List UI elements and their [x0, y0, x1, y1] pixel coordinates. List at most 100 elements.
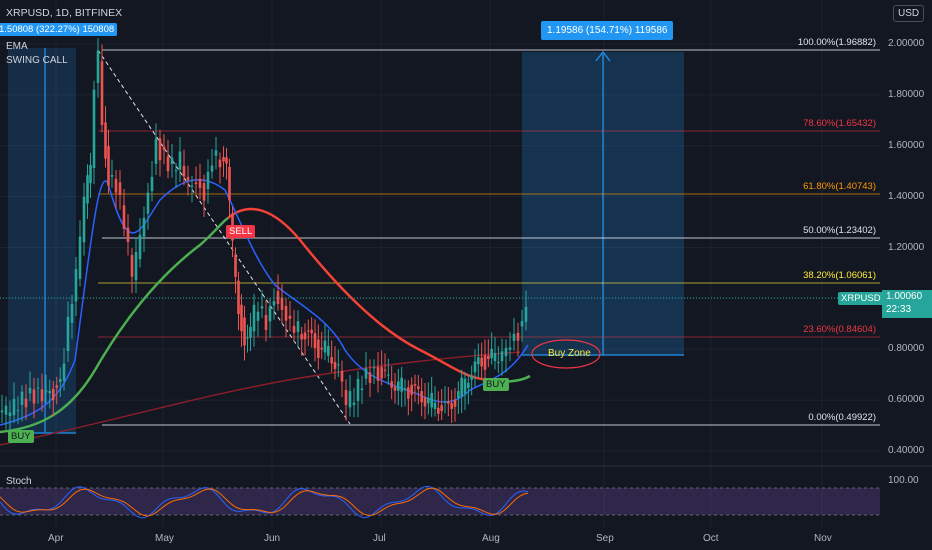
candle-body [162, 146, 166, 150]
candle-body [383, 369, 387, 371]
candle-body [296, 321, 300, 332]
candle-body [16, 410, 20, 412]
candle-body [417, 386, 420, 390]
fib-label: 50.00%(1.23402) [803, 225, 876, 236]
candle-body [467, 382, 470, 389]
candle-body [66, 316, 70, 352]
candle-body [55, 385, 59, 388]
swing-indicator-label[interactable]: SWING CALL [6, 55, 68, 66]
fib-label: 61.80%(1.40743) [803, 181, 876, 192]
buy-zone-ellipse [531, 339, 601, 369]
ema-green [0, 216, 229, 434]
candle-body [364, 368, 368, 379]
candle-body [284, 305, 288, 321]
candle-body [457, 391, 460, 399]
candle-body [407, 387, 410, 399]
candle-body [190, 185, 194, 187]
symbol-title[interactable]: XRPUSD, 1D, BITFINEX [6, 7, 123, 19]
candle-body [473, 361, 477, 373]
candle-body [317, 339, 320, 359]
candle-body [360, 388, 364, 391]
time-tick: May [155, 533, 174, 544]
countdown-timer: 22:33 [886, 304, 912, 315]
candle-body [430, 392, 433, 408]
candle-body [440, 405, 443, 411]
candle-body [393, 386, 397, 391]
price-tick: 2.00000 [888, 38, 925, 49]
candle-body [403, 388, 407, 391]
time-tick: Nov [814, 533, 832, 544]
candle-body [508, 347, 512, 350]
candle-body [490, 348, 493, 359]
candle-body [58, 379, 62, 383]
candle-body [520, 321, 524, 327]
candle-body [100, 61, 104, 125]
candle-body [210, 165, 214, 172]
candle-body [92, 89, 96, 169]
candle-body [89, 165, 92, 184]
candle-body [51, 388, 55, 401]
fib-lines [98, 49, 880, 426]
candle-body [443, 401, 447, 403]
candle-body [450, 402, 453, 409]
candle-body [186, 176, 190, 181]
candle-body [500, 351, 504, 362]
price-tick: 0.80000 [888, 343, 925, 355]
last-price-badge: 1.00060 22:33 [882, 290, 932, 318]
candle-body [380, 367, 383, 379]
candle-body [497, 362, 500, 364]
candle-body [48, 390, 52, 394]
candle-body [348, 391, 352, 408]
candle-body [268, 306, 272, 322]
candle-body [8, 412, 12, 416]
price-tick: 1.60000 [888, 139, 925, 151]
candle-body [44, 390, 48, 393]
candle-body [246, 337, 249, 339]
candle-body [313, 333, 317, 349]
candle-body [122, 205, 126, 229]
candle-body [118, 182, 122, 196]
candle-body [437, 407, 440, 414]
candle-body [487, 355, 490, 360]
candle-body [372, 367, 376, 369]
candle-body [32, 389, 36, 404]
candles [0, 38, 528, 431]
candle-body [114, 178, 118, 193]
candle-body [307, 330, 310, 332]
stoch-d-line [0, 487, 529, 517]
candle-body [202, 183, 206, 201]
candle-body [453, 399, 457, 407]
candle-body [410, 384, 413, 395]
candle-body [158, 138, 162, 161]
currency-button[interactable]: USD [893, 5, 925, 22]
candle-body [126, 227, 130, 243]
ema-indicator-label[interactable]: EMA [6, 41, 28, 52]
candle-body [413, 384, 417, 386]
candle-body [78, 236, 82, 279]
candle-body [110, 175, 114, 177]
candle-body [12, 398, 16, 416]
candle-body [376, 367, 380, 381]
candle-body [344, 389, 348, 406]
candle-body [427, 397, 430, 404]
stoch-label[interactable]: Stoch [6, 476, 32, 487]
time-tick: Oct [703, 533, 719, 544]
candle-body [504, 347, 508, 357]
candle-body [337, 364, 340, 366]
candle-body [194, 182, 198, 185]
candle-body [447, 401, 450, 404]
candle-body [218, 159, 222, 168]
candle-body [237, 280, 240, 315]
time-tick: Sep [596, 533, 614, 544]
candle-body [104, 122, 107, 159]
candle-body [214, 150, 218, 156]
candle-body [292, 325, 296, 333]
candle-body [70, 303, 74, 323]
candle-body [323, 340, 327, 353]
candle-body [150, 176, 154, 192]
stoch-axis-label: 100.00 [888, 475, 919, 486]
last-price-symbol: XRPUSD [838, 292, 884, 305]
time-tick: Jul [373, 533, 386, 544]
candle-body [260, 306, 264, 309]
